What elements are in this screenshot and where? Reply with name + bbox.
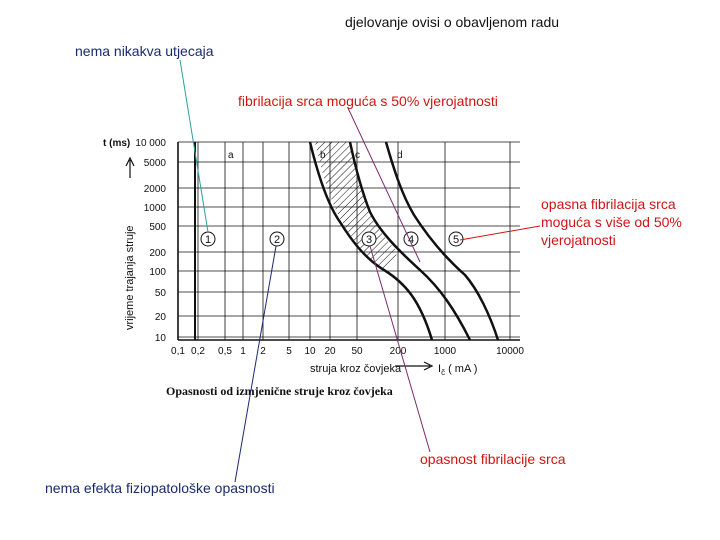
x-axis-unit-subscript: č [441, 368, 445, 377]
x-axis-unit-symbol: I [438, 363, 441, 375]
x-axis-label: struja kroz čovjeka [310, 363, 402, 375]
x-tick-labels: 0,1 0,2 0,5 1 2 5 10 20 50 200 1000 10000 [171, 346, 524, 357]
x-tick-label: 5 [286, 346, 292, 357]
x-tick-label: 1 [240, 346, 246, 357]
zone-3: 3 [361, 231, 377, 247]
x-tick-label: 10 [304, 346, 316, 357]
x-tick-label: 0,1 [171, 346, 185, 357]
y-tick-label: 5000 [144, 158, 167, 169]
y-tick-label: 10 000 [135, 138, 166, 149]
curve-b [308, 141, 434, 341]
x-tick-label: 20 [324, 346, 336, 357]
zone-2: 2 [269, 231, 285, 247]
zone-5: 5 [448, 231, 464, 247]
annotation-work-dependency: djelovanje ovisi o obavljenom radu [345, 14, 560, 30]
y-tick-labels: 10 000 5000 2000 1000 500 200 100 50 20 10 [135, 138, 166, 344]
x-tick-label: 1000 [434, 346, 457, 357]
y-tick-label: 50 [155, 288, 167, 299]
x-tick-label: 0,2 [191, 346, 205, 357]
y-tick-label: 200 [149, 248, 166, 259]
zone-3-number: 3 [366, 234, 372, 246]
y-tick-label: 500 [149, 222, 166, 233]
annotation-fibrillation-danger: opasnost fibrilacije srca [420, 451, 566, 467]
zone-4-number: 4 [408, 234, 414, 246]
x-axis-unit-mA: ( mA ) [448, 363, 477, 375]
leader-line-fibrillation-50 [347, 107, 421, 263]
x-tick-label: 0,5 [218, 346, 232, 357]
y-tick-label: 100 [149, 267, 166, 278]
x-tick-label: 2 [260, 346, 266, 357]
leader-line-no-pathological-effect [234, 245, 277, 483]
zone-5-number: 5 [453, 234, 459, 246]
leader-line-fibrillation-over-50 [459, 225, 541, 241]
x-axis-arrow [395, 361, 434, 371]
y-tick-label: 1000 [144, 203, 167, 214]
curve-c [348, 141, 472, 341]
hatched-zone-b-c [315, 142, 397, 270]
y-axis-arrow [125, 156, 135, 178]
curve-d [384, 141, 500, 341]
leader-line-fibrillation-danger [369, 245, 431, 453]
curve-label-c: c [355, 150, 360, 161]
annotation-no-effect: nema nikakva utjecaja [75, 43, 214, 59]
curve-label-a: a [228, 150, 234, 161]
annotation-fibrillation-50: fibrilacija srca moguća s 50% vjerojatno… [238, 93, 498, 109]
zone-1: 1 [200, 231, 216, 247]
curve-label-b: b [320, 150, 326, 161]
zone-2-number: 2 [274, 234, 280, 246]
x-tick-label: 200 [390, 346, 407, 357]
x-tick-label: 50 [351, 346, 363, 357]
y-tick-label: 10 [155, 333, 167, 344]
y-axis-label: vrijeme trajanja struje [124, 225, 136, 330]
y-axis-unit: t (ms) [103, 138, 130, 149]
leader-line-no-effect [179, 59, 209, 233]
curve-label-d: d [397, 150, 403, 161]
annotation-fibrillation-over-50: opasna fibrilacija srca moguća s više od… [541, 196, 682, 248]
chart-caption: Opasnosti od izmjenične struje kroz čovj… [166, 384, 393, 398]
zone-1-number: 1 [205, 234, 211, 246]
annotation-no-pathological-effect: nema efekta fiziopatološke opasnosti [45, 480, 275, 496]
y-tick-label: 20 [155, 312, 167, 323]
x-tick-label: 10000 [496, 346, 524, 357]
y-tick-label: 2000 [144, 184, 167, 195]
x-axis-unit: Ič( mA ) [438, 363, 477, 377]
